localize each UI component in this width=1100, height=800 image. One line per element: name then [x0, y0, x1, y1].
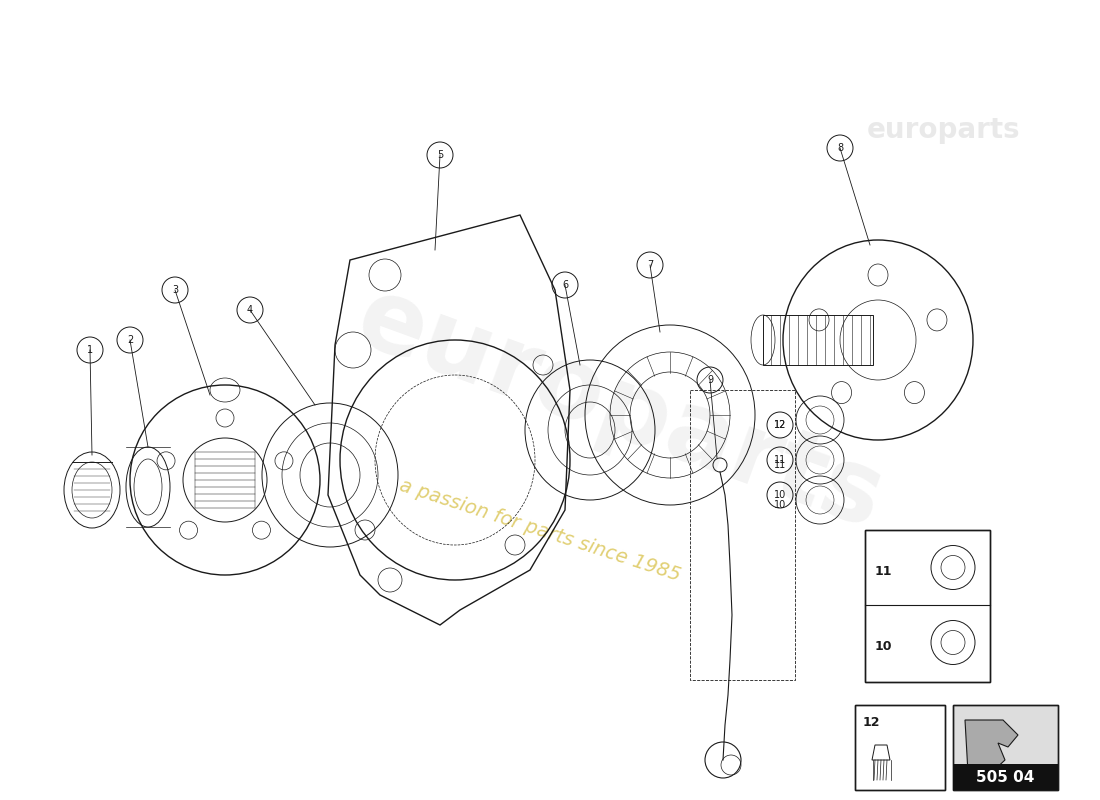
Text: 3: 3: [172, 285, 178, 295]
Text: 9: 9: [707, 375, 713, 385]
Text: 12: 12: [773, 420, 786, 430]
Text: 12: 12: [773, 420, 786, 430]
Bar: [953, 705, 1058, 790]
Text: a passion for parts since 1985: a passion for parts since 1985: [397, 475, 683, 585]
Text: 10: 10: [874, 640, 892, 653]
Text: 10: 10: [774, 490, 786, 500]
Text: 12: 12: [864, 717, 880, 730]
Text: 6: 6: [562, 280, 568, 290]
Text: europarts: europarts: [867, 116, 1020, 144]
Text: 4: 4: [246, 305, 253, 315]
Text: 7: 7: [647, 260, 653, 270]
Text: 8: 8: [837, 143, 843, 153]
Bar: [865, 530, 990, 682]
Text: 505 04: 505 04: [977, 770, 1035, 785]
Bar: [690, 390, 795, 680]
Text: 2: 2: [126, 335, 133, 345]
Bar: [953, 764, 1058, 790]
Polygon shape: [965, 720, 1018, 773]
Text: 11: 11: [774, 460, 786, 470]
Text: 11: 11: [774, 455, 786, 465]
Text: 1: 1: [87, 345, 94, 355]
Text: 10: 10: [774, 500, 786, 510]
Text: europarts: europarts: [344, 270, 896, 550]
Text: 11: 11: [874, 565, 892, 578]
Bar: [953, 705, 1058, 790]
Bar: [865, 530, 990, 682]
Bar: [855, 705, 945, 790]
Text: 5: 5: [437, 150, 443, 160]
Bar: [855, 705, 945, 790]
